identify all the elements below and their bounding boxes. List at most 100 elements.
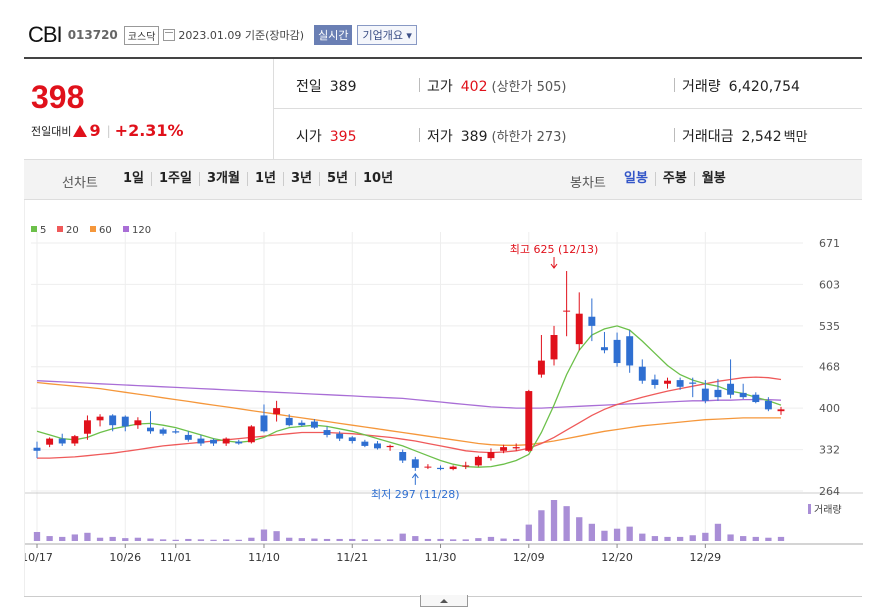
candle-body	[298, 422, 306, 426]
volume-value: 6,420,754	[728, 79, 800, 95]
legend-swatch	[90, 226, 96, 232]
y-tick-label: 603	[819, 278, 840, 291]
stat-row-1: 전일 389 고가 402 (상한가 505) 거래량 6,420,754	[274, 59, 862, 109]
lower-limit: (하한가 273)	[491, 130, 567, 145]
period-button[interactable]: 5년	[320, 172, 356, 186]
low-label: 저가	[427, 129, 453, 145]
candle-body	[626, 336, 634, 366]
volume-bar	[248, 537, 255, 541]
volume-bar	[613, 528, 621, 541]
candle-body	[752, 394, 760, 403]
candle-body	[664, 380, 671, 384]
trade-amount: 거래대금 2,542 백만	[682, 126, 808, 146]
volume-bar	[689, 535, 696, 541]
candle-body	[285, 417, 293, 426]
volume-bar	[462, 539, 469, 541]
volume-bar	[71, 534, 78, 541]
low-value: 389	[460, 129, 488, 145]
legend-label: 20	[66, 225, 79, 236]
price-summary: 398 전일대비 9 | +2.31% 전일 389 고가 402 (상한가 505)…	[24, 57, 862, 160]
candle-body	[235, 441, 243, 444]
high-annotation: 최고 625 (12/13)	[510, 243, 599, 256]
candle-body	[613, 339, 621, 364]
volume-bar	[59, 536, 66, 541]
candle-body	[46, 438, 54, 445]
amount-unit: 백만	[783, 130, 808, 145]
candle-body	[399, 452, 407, 461]
candle-period-button[interactable]: 주봉	[656, 172, 695, 186]
volume-bar	[109, 536, 116, 541]
volume-legend-swatch	[808, 504, 811, 514]
high-arrow-head	[550, 263, 558, 269]
x-tick-label: 12/29	[689, 551, 721, 564]
low-price: 저가 389 (하한가 273)	[427, 126, 566, 146]
open-value: 395	[329, 129, 357, 145]
volume-bar	[740, 536, 747, 541]
volume-bar	[475, 538, 482, 541]
candle-body	[109, 415, 117, 426]
period-button[interactable]: 3개월	[200, 172, 248, 186]
base-date: 2023.01.09 기준(장마감)	[178, 29, 305, 42]
volume-bar	[374, 539, 381, 541]
volume-bar	[664, 536, 671, 541]
candle-body	[777, 409, 785, 412]
candle-body	[361, 441, 369, 446]
volume-bar	[386, 539, 394, 541]
volume-bar	[777, 536, 785, 541]
candle-body	[739, 392, 747, 398]
period-button[interactable]: 1주일	[152, 172, 200, 186]
volume-bar	[46, 536, 53, 541]
candle-body	[411, 459, 419, 468]
prev-close: 전일 389	[296, 76, 357, 96]
volume-bar	[500, 538, 507, 541]
legend-label: 60	[99, 225, 112, 236]
volume-bar	[563, 506, 570, 541]
candle-period-button[interactable]: 일봉	[617, 172, 656, 186]
volume-bar	[33, 531, 41, 541]
x-tick-label: 11/10	[248, 551, 280, 564]
candle-body	[676, 380, 684, 387]
y-tick-label: 400	[819, 402, 840, 415]
volume-bar	[185, 538, 192, 541]
divider	[674, 78, 675, 92]
realtime-button[interactable]: 실시간	[314, 25, 353, 45]
candle-body	[336, 433, 344, 439]
change-separator: |	[106, 123, 111, 138]
volume-bar	[323, 538, 331, 541]
divider	[419, 128, 420, 142]
change-value: 9	[89, 121, 101, 140]
volume-bar	[525, 524, 532, 541]
period-button[interactable]: 3년	[284, 172, 320, 186]
candle-body	[550, 335, 558, 360]
candle-body	[273, 408, 281, 415]
volume-bar	[676, 536, 684, 541]
volume-bar	[349, 538, 356, 541]
volume-bar	[197, 539, 205, 541]
divider	[419, 78, 420, 92]
company-info-dropdown[interactable]: 기업개요 ▾	[357, 25, 417, 45]
candle-body	[386, 445, 394, 448]
volume-bar	[702, 532, 709, 541]
candle-body	[310, 421, 318, 428]
volume-bar	[210, 539, 217, 541]
volume-bar	[172, 539, 179, 541]
volume-bar	[147, 538, 154, 541]
line-chart-label: 선차트	[62, 176, 98, 191]
candle-body	[172, 431, 180, 433]
y-tick-label: 468	[819, 361, 840, 374]
period-button[interactable]: 1일	[116, 172, 153, 186]
stock-chart: 671 603 535 468 400 332 264 10/17 10/26 11/01 11/1…	[24, 200, 863, 596]
collapse-button[interactable]	[420, 595, 468, 607]
period-button[interactable]: 1년	[248, 172, 284, 186]
candle-body	[651, 379, 659, 385]
candle-body	[500, 447, 508, 451]
candle-body	[588, 316, 596, 326]
legend-label: 5	[40, 225, 46, 236]
chevron-up-icon	[440, 598, 448, 603]
x-tick-label: 12/09	[513, 551, 545, 564]
volume-bar	[626, 526, 633, 541]
candle-body	[701, 388, 709, 401]
candle-period-button[interactable]: 월봉	[701, 171, 726, 186]
candle-body	[121, 416, 129, 427]
period-button[interactable]: 10년	[363, 171, 394, 186]
